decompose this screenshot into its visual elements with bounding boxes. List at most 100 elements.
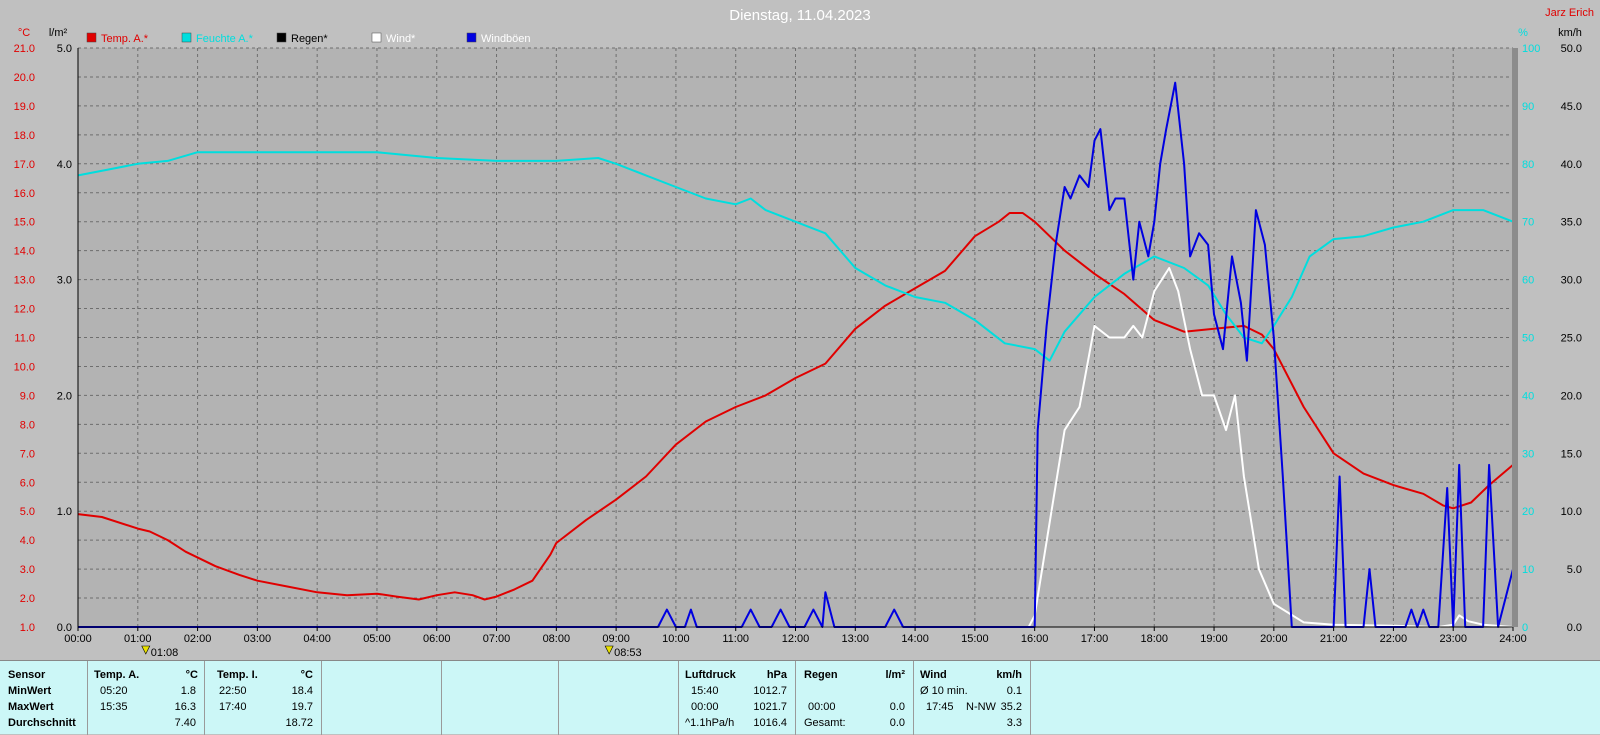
- row-label-average: Durchschnitt: [8, 717, 76, 729]
- temp-tick-label: 15.0: [14, 217, 35, 229]
- wind-tick-label: 40.0: [1561, 159, 1582, 171]
- temp-indoor-column: Temp. I. °C 22:50 18.4 17:40 19.7 18.72: [205, 661, 322, 735]
- temp-axis-unit: °C: [18, 27, 30, 39]
- legend-label: Windböen: [481, 33, 531, 45]
- wind-tick-label: 50.0: [1561, 43, 1582, 55]
- humidity-tick-label: 0: [1522, 622, 1528, 634]
- temp-tick-label: 6.0: [20, 477, 35, 489]
- temp-tick-label: 12.0: [14, 304, 35, 316]
- temp-tick-label: 4.0: [20, 535, 35, 547]
- temp-indoor-max-value: 19.7: [291, 701, 313, 713]
- time-tick-label: 23:00: [1439, 633, 1467, 645]
- wind-tick-label: 45.0: [1561, 101, 1582, 113]
- legend-label: Wind*: [386, 33, 416, 45]
- time-tick-label: 16:00: [1021, 633, 1049, 645]
- time-tick-label: 24:00: [1499, 633, 1527, 645]
- humidity-tick-label: 20: [1522, 506, 1534, 518]
- temp-tick-label: 14.0: [14, 246, 35, 258]
- legend-swatch: [181, 32, 192, 43]
- time-tick-label: 21:00: [1320, 633, 1348, 645]
- temp-outdoor-max-value: 16.3: [174, 701, 196, 713]
- rain-column: Regen l/m² 00:00 0.0 Gesamt: 0.0: [796, 661, 914, 735]
- wind-avg10-value: 0.1: [1006, 685, 1022, 697]
- temp-tick-label: 1.0: [20, 622, 35, 634]
- time-tick-label: 17:00: [1081, 633, 1109, 645]
- rain-tick-label: 2.0: [57, 390, 72, 402]
- time-tick-label: 08:00: [543, 633, 571, 645]
- temp-tick-label: 19.0: [14, 101, 35, 113]
- time-tick-label: 05:00: [363, 633, 391, 645]
- time-tick-label: 15:00: [961, 633, 989, 645]
- time-tick-label: 11:00: [722, 633, 749, 645]
- humidity-tick-label: 90: [1522, 101, 1534, 113]
- legend-swatch: [466, 32, 477, 43]
- time-tick-label: 03:00: [244, 633, 272, 645]
- legend-label: Temp. A.*: [101, 33, 149, 45]
- humidity-tick-label: 30: [1522, 448, 1534, 460]
- time-tick-label: 06:00: [423, 633, 451, 645]
- time-tick-label: 14:00: [901, 633, 929, 645]
- wind-max-direction: N-NW: [966, 701, 996, 713]
- time-tick-label: 02:00: [184, 633, 212, 645]
- temp-tick-label: 7.0: [20, 448, 35, 460]
- wind-max-time: 17:45: [926, 701, 954, 713]
- pressure-min-time: 15:40: [691, 685, 719, 697]
- time-tick-label: 19:00: [1200, 633, 1228, 645]
- temp-indoor-min-value: 18.4: [291, 685, 313, 697]
- rain-tick-label: 0.0: [57, 622, 72, 634]
- temp-indoor-header: Temp. I.: [217, 669, 258, 681]
- axes-layer: 21.0 20.0 19.0 18.0 17.0 16.0 15.0 14.0 13.0 12.0…: [14, 43, 1582, 659]
- row-label-sensor: Sensor: [8, 669, 46, 681]
- rain-tick-label: 5.0: [57, 43, 72, 55]
- wind-tick-label: 30.0: [1561, 275, 1582, 287]
- temp-tick-label: 11.0: [14, 333, 35, 345]
- wind-tick-label: 10.0: [1561, 506, 1582, 518]
- pressure-column: Luftdruck hPa 15:40 1012.7 00:00 1021.7 …: [679, 661, 796, 735]
- rain-unit: l/m²: [885, 669, 905, 681]
- humidity-tick-label: 70: [1522, 217, 1534, 229]
- rain-total-label: Gesamt:: [804, 717, 846, 729]
- temp-outdoor-min-value: 1.8: [180, 685, 196, 697]
- pressure-max-value: 1021.7: [753, 701, 787, 713]
- station-name: Jarz Erich: [1545, 7, 1594, 19]
- wind-tick-label: 5.0: [1567, 564, 1582, 576]
- pressure-trend: ^1.1hPa/h: [685, 717, 735, 729]
- grid-lines: [77, 47, 1514, 628]
- temp-outdoor-max-time: 15:35: [100, 701, 128, 713]
- temp-tick-label: 16.0: [14, 188, 35, 200]
- temp-tick-label: 2.0: [20, 593, 35, 605]
- wind-average: 3.3: [1006, 717, 1022, 729]
- time-tick-label: 13:00: [842, 633, 870, 645]
- temp-tick-label: 3.0: [20, 564, 35, 576]
- humidity-tick-label: 10: [1522, 564, 1534, 576]
- rain-axis-unit: l/m²: [49, 27, 68, 39]
- temp-indoor-average: 18.72: [285, 717, 313, 729]
- temp-tick-label: 13.0: [14, 275, 35, 287]
- humidity-tick-label: 50: [1522, 333, 1534, 345]
- rain-tick-label: 1.0: [57, 506, 72, 518]
- wind-header: Wind: [920, 669, 947, 681]
- rain-max-time: 00:00: [808, 701, 836, 713]
- empty-column-3: [559, 661, 679, 735]
- time-tick-label: 04:00: [303, 633, 331, 645]
- legend-swatch: [276, 32, 287, 43]
- wind-avg10-label: Ø 10 min.: [920, 685, 968, 697]
- wind-tick-label: 0.0: [1567, 622, 1582, 634]
- temp-outdoor-header: Temp. A.: [94, 669, 140, 681]
- temp-outdoor-column: Temp. A. °C 05:20 1.8 15:35 16.3 7.40: [88, 661, 205, 735]
- empty-column-1: [322, 661, 442, 735]
- temp-outdoor-average: 7.40: [174, 717, 196, 729]
- right-scroll-bar: [1512, 48, 1518, 627]
- wind-tick-label: 20.0: [1561, 390, 1582, 402]
- pressure-average: 1016.4: [753, 717, 787, 729]
- temp-tick-label: 5.0: [20, 506, 35, 518]
- row-label-min: MinWert: [8, 685, 52, 697]
- pressure-unit: hPa: [766, 669, 787, 681]
- humidity-axis-unit: %: [1518, 27, 1528, 39]
- temp-tick-label: 18.0: [14, 130, 35, 142]
- statistics-table: Sensor MinWert MaxWert Durchschnitt Temp…: [0, 660, 1600, 735]
- rain-tick-label: 3.0: [57, 275, 72, 287]
- chart-title: Dienstag, 11.04.2023: [729, 7, 871, 24]
- time-tick-label: 10:00: [662, 633, 690, 645]
- humidity-tick-label: 80: [1522, 159, 1534, 171]
